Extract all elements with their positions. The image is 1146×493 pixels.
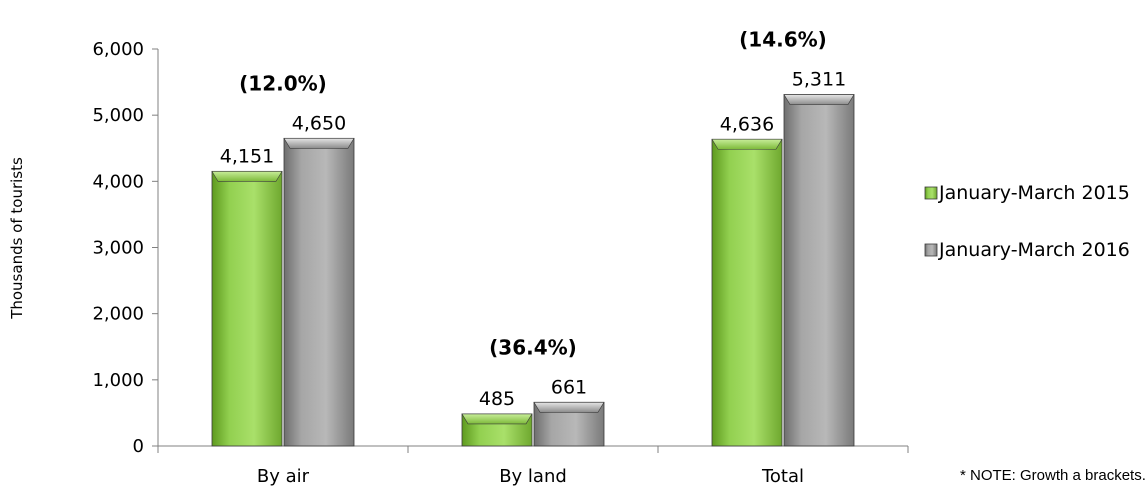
bars bbox=[211, 94, 855, 447]
bar bbox=[711, 138, 783, 447]
bar-bevel bbox=[711, 138, 783, 150]
y-axis-label: Thousands of tourists bbox=[8, 157, 26, 320]
legend-label: January-March 2016 bbox=[938, 239, 1130, 261]
data-label: 4,636 bbox=[720, 113, 774, 135]
y-tick-label: 3,000 bbox=[92, 238, 144, 259]
bar-body bbox=[783, 94, 855, 447]
note-text: * NOTE: Growth a brackets. bbox=[960, 467, 1146, 484]
growth-label: (12.0%) bbox=[239, 71, 327, 95]
data-label: 661 bbox=[551, 376, 587, 398]
x-tick-label: Total bbox=[761, 466, 804, 487]
y-tick-label: 5,000 bbox=[92, 105, 144, 126]
legend-item: January-March 2015 bbox=[924, 182, 1130, 204]
data-label: 485 bbox=[479, 388, 515, 410]
legend-label: January-March 2015 bbox=[938, 182, 1130, 204]
y-tick-label: 6,000 bbox=[92, 39, 144, 60]
y-tick-label: 4,000 bbox=[92, 171, 144, 192]
growth-label: (14.6%) bbox=[739, 28, 827, 52]
data-label: 5,311 bbox=[792, 69, 846, 91]
bar-body bbox=[711, 138, 783, 447]
x-axis: By air By land Total bbox=[157, 445, 909, 487]
bar bbox=[211, 170, 283, 447]
x-tick-label: By air bbox=[257, 466, 310, 487]
data-label: 4,151 bbox=[220, 145, 274, 167]
legend-item: January-March 2016 bbox=[924, 239, 1130, 261]
y-tick-label: 2,000 bbox=[92, 304, 144, 325]
x-tick-label: By land bbox=[499, 466, 567, 487]
bar-body bbox=[211, 170, 283, 447]
bar bbox=[783, 94, 855, 447]
bar-bevel bbox=[461, 413, 533, 425]
bar-bevel bbox=[783, 94, 855, 105]
legend-swatch bbox=[924, 243, 938, 257]
bar bbox=[533, 401, 605, 447]
bar-body bbox=[283, 137, 355, 447]
bar-bevel bbox=[533, 401, 605, 413]
y-tick-label: 0 bbox=[133, 436, 144, 457]
y-axis: 0 1,000 2,000 3,000 4,000 5,000 6,000 bbox=[92, 39, 159, 457]
bar-bevel bbox=[283, 138, 355, 149]
bar bbox=[283, 137, 355, 447]
bar-bevel bbox=[211, 171, 283, 182]
bar bbox=[461, 413, 533, 447]
legend-swatch bbox=[924, 186, 938, 200]
legend: January-March 2015 January-March 2016 bbox=[924, 182, 1130, 261]
data-labels: 4,151 4,650 (12.0%) 485 661 (36.4%) 4,636 5,311… bbox=[220, 28, 846, 410]
y-tick-label: 1,000 bbox=[92, 370, 144, 391]
data-label: 4,650 bbox=[292, 112, 346, 134]
growth-label: (36.4%) bbox=[489, 335, 577, 359]
